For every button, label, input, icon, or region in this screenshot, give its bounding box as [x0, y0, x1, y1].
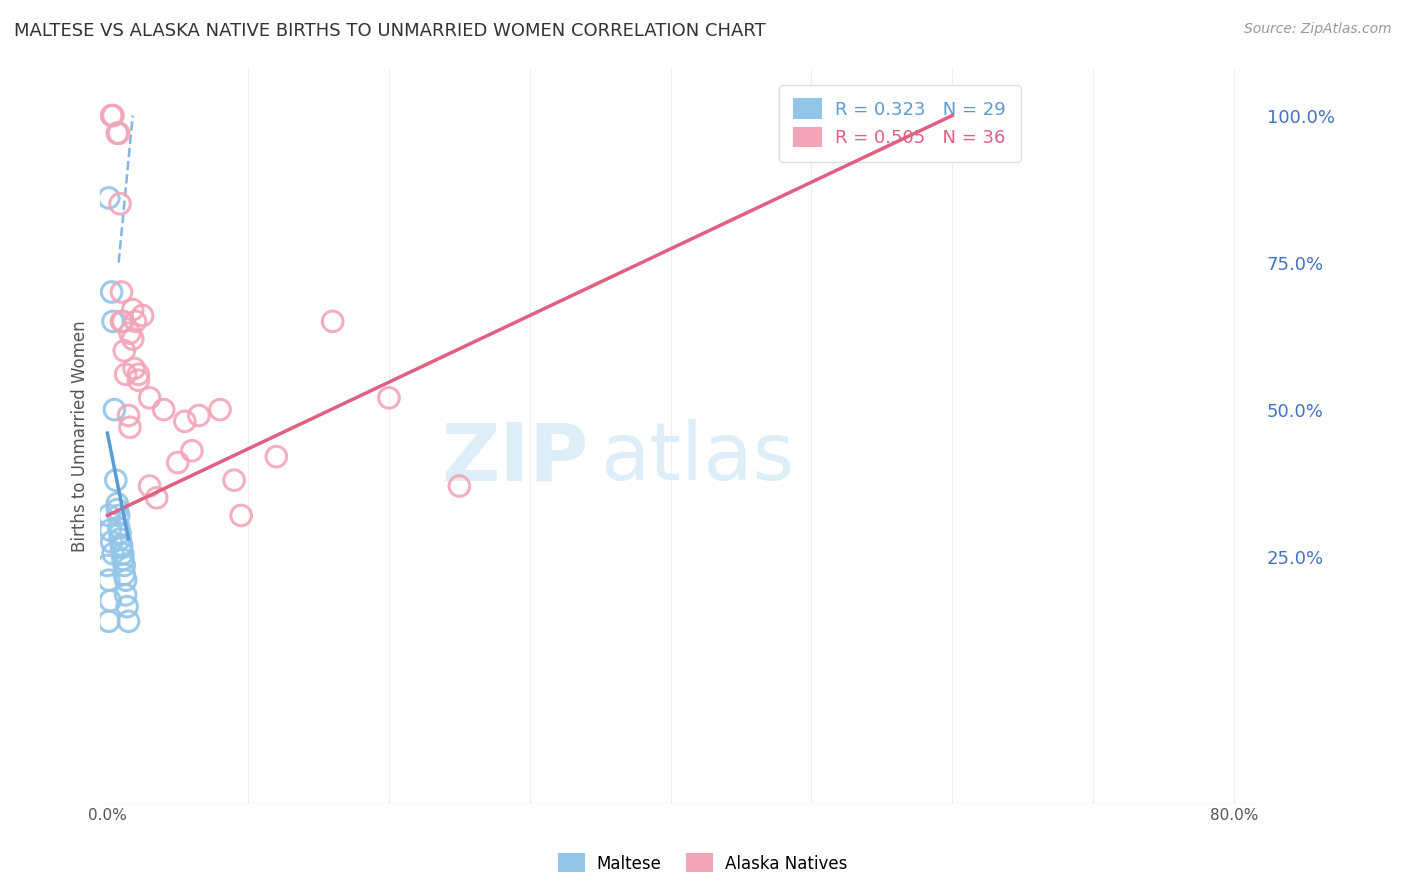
Point: [110, 538, 132, 552]
Point: [121, 332, 143, 346]
Point: [124, 314, 146, 328]
Point: [187, 409, 209, 423]
Point: [114, 588, 136, 602]
Point: [378, 391, 401, 405]
Point: [112, 567, 135, 582]
Point: [322, 314, 344, 328]
Point: [127, 373, 149, 387]
Point: [138, 479, 160, 493]
Point: [180, 443, 202, 458]
Point: [97, 615, 120, 629]
Point: [101, 109, 124, 123]
Point: [138, 391, 160, 405]
Legend: Maltese, Alaska Natives: Maltese, Alaska Natives: [553, 847, 853, 880]
Text: MALTESE VS ALASKA NATIVE BIRTHS TO UNMARRIED WOMEN CORRELATION CHART: MALTESE VS ALASKA NATIVE BIRTHS TO UNMAR…: [14, 22, 766, 40]
Point: [224, 473, 246, 487]
Point: [117, 409, 139, 423]
Point: [131, 309, 153, 323]
Point: [108, 526, 131, 541]
Point: [118, 326, 141, 340]
Point: [100, 109, 122, 123]
Point: [110, 285, 132, 299]
Point: [105, 126, 128, 140]
Point: [110, 314, 132, 328]
Point: [231, 508, 253, 523]
Point: [112, 558, 135, 573]
Point: [104, 473, 127, 487]
Text: Source: ZipAtlas.com: Source: ZipAtlas.com: [1244, 22, 1392, 37]
Point: [97, 191, 120, 205]
Point: [145, 491, 167, 505]
Point: [111, 547, 134, 561]
Point: [100, 285, 122, 299]
Point: [118, 420, 141, 434]
Y-axis label: Births to Unmarried Women: Births to Unmarried Women: [72, 320, 89, 552]
Point: [108, 196, 131, 211]
Point: [127, 368, 149, 382]
Point: [111, 314, 134, 328]
Point: [870, 103, 893, 117]
Point: [105, 497, 128, 511]
Point: [152, 402, 174, 417]
Point: [98, 523, 121, 537]
Point: [96, 558, 118, 573]
Point: [122, 361, 145, 376]
Point: [97, 573, 120, 587]
Point: [107, 126, 129, 140]
Point: [103, 402, 125, 417]
Point: [166, 456, 188, 470]
Point: [208, 402, 231, 417]
Point: [117, 615, 139, 629]
Point: [97, 508, 120, 523]
Point: [98, 593, 121, 607]
Point: [108, 532, 131, 546]
Point: [115, 599, 138, 614]
Point: [449, 479, 471, 493]
Point: [107, 508, 129, 523]
Point: [101, 547, 124, 561]
Point: [173, 414, 195, 428]
Point: [100, 535, 122, 549]
Legend: R = 0.323   N = 29, R = 0.505   N = 36: R = 0.323 N = 29, R = 0.505 N = 36: [779, 85, 1021, 161]
Text: atlas: atlas: [600, 419, 794, 497]
Point: [101, 314, 124, 328]
Point: [110, 541, 132, 555]
Point: [112, 343, 135, 358]
Point: [266, 450, 288, 464]
Point: [105, 502, 128, 516]
Point: [111, 552, 134, 566]
Point: [107, 520, 129, 534]
Point: [114, 368, 136, 382]
Point: [121, 302, 143, 317]
Point: [114, 573, 136, 587]
Text: ZIP: ZIP: [441, 419, 588, 497]
